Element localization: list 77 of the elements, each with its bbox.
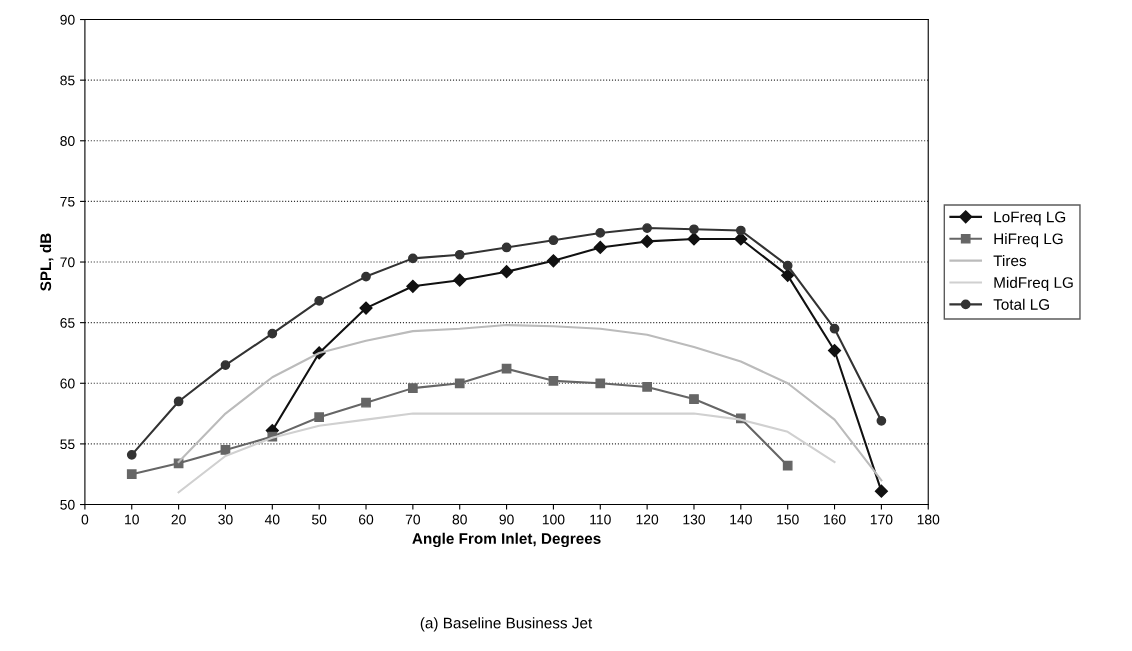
y-axis-title: SPL, dB	[39, 233, 54, 291]
x-tick-label: 100	[542, 514, 565, 525]
x-tick-label: 140	[730, 514, 752, 525]
point	[454, 249, 465, 260]
point	[829, 323, 840, 334]
x-tick-label: 70	[405, 514, 421, 525]
legend-label: Total LG	[993, 298, 1049, 310]
point	[689, 394, 699, 404]
point	[782, 460, 793, 471]
point	[220, 445, 231, 455]
x-tick-label: 60	[359, 514, 374, 525]
point	[546, 254, 561, 268]
x-tick-label: 10	[125, 514, 139, 525]
point	[548, 375, 559, 386]
point	[454, 378, 465, 389]
point	[876, 416, 887, 426]
point	[595, 228, 606, 238]
point	[782, 260, 793, 271]
point	[126, 449, 137, 460]
point	[361, 397, 371, 408]
point	[501, 242, 512, 253]
point	[501, 363, 512, 374]
point	[499, 265, 514, 279]
point	[267, 328, 278, 339]
y-tick-label: 50	[60, 499, 75, 510]
legend-label: Tires	[993, 254, 1027, 267]
point	[314, 412, 325, 423]
x-tick-label: 150	[777, 514, 799, 525]
text: (a) Baseline Business Jet	[420, 617, 593, 632]
y-tick-label: 65	[60, 317, 75, 328]
point	[361, 271, 371, 282]
x-tick-label: 0	[81, 514, 89, 525]
x-tick-label: 90	[499, 514, 514, 525]
point	[408, 253, 418, 264]
x-tick-label: 160	[824, 514, 846, 525]
point	[359, 301, 373, 315]
x-tick-label: 170	[870, 514, 893, 525]
legend-label: MidFreq LG	[994, 276, 1073, 292]
point	[314, 295, 325, 306]
y-tick-label: 90	[60, 14, 75, 25]
y-tick-label: 60	[60, 378, 75, 389]
point	[689, 224, 699, 235]
y-tick-label: 75	[60, 196, 75, 207]
legend-label: HiFreq LG	[994, 233, 1063, 248]
point	[548, 235, 559, 246]
legend-label: LoFreq LG	[994, 211, 1066, 226]
x-tick-label: 180	[917, 514, 940, 525]
x-axis-title: Angle From Inlet, Degrees	[412, 532, 601, 548]
x-tick-label: 120	[636, 514, 659, 525]
point	[642, 223, 652, 233]
point	[734, 232, 748, 246]
point	[453, 273, 467, 287]
x-tick-label: 20	[171, 514, 186, 525]
y-tick-label: 85	[60, 75, 75, 86]
y-tick-label: 70	[60, 257, 75, 268]
point	[642, 382, 652, 392]
point	[640, 234, 654, 249]
x-tick-label: 110	[590, 514, 611, 525]
point	[827, 343, 842, 358]
point	[173, 396, 184, 407]
x-tick-label: 30	[218, 514, 233, 525]
point	[735, 225, 746, 236]
x-tick-label: 130	[683, 514, 706, 525]
point	[220, 360, 231, 370]
x-tick-label: 80	[452, 514, 467, 525]
point	[781, 268, 795, 282]
point	[874, 484, 888, 498]
x-tick-label: 50	[311, 514, 327, 525]
point	[126, 469, 137, 480]
point	[595, 378, 606, 389]
point	[593, 240, 607, 255]
line-series	[177, 412, 836, 494]
x-tick-label: 40	[264, 514, 280, 525]
y-tick-label: 80	[60, 136, 75, 146]
y-tick-label: 55	[60, 439, 75, 450]
point	[408, 383, 418, 393]
point	[406, 279, 420, 293]
